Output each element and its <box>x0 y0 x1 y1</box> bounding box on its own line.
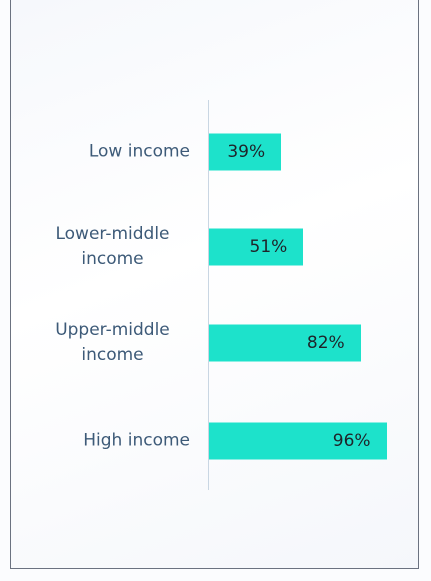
value-label: 82% <box>306 333 345 353</box>
card <box>10 0 419 569</box>
bar <box>209 324 361 362</box>
value-label: 96% <box>332 431 371 451</box>
bar <box>209 422 387 460</box>
bar <box>209 228 304 266</box>
category-label: Upper-middle income <box>55 320 170 365</box>
category-label-box: Low income <box>20 140 190 165</box>
category-label-box: Upper-middle income <box>20 318 190 368</box>
category-label: Low income <box>88 141 190 162</box>
category-label-box: Lower-middle income <box>20 222 190 272</box>
axis-line <box>208 100 209 490</box>
category-label-box: High income <box>20 429 190 454</box>
value-label: 39% <box>227 142 266 162</box>
category-label: Lower-middle income <box>55 224 170 269</box>
value-label: 51% <box>249 237 288 257</box>
bar <box>209 133 282 171</box>
category-label: High income <box>83 430 190 451</box>
